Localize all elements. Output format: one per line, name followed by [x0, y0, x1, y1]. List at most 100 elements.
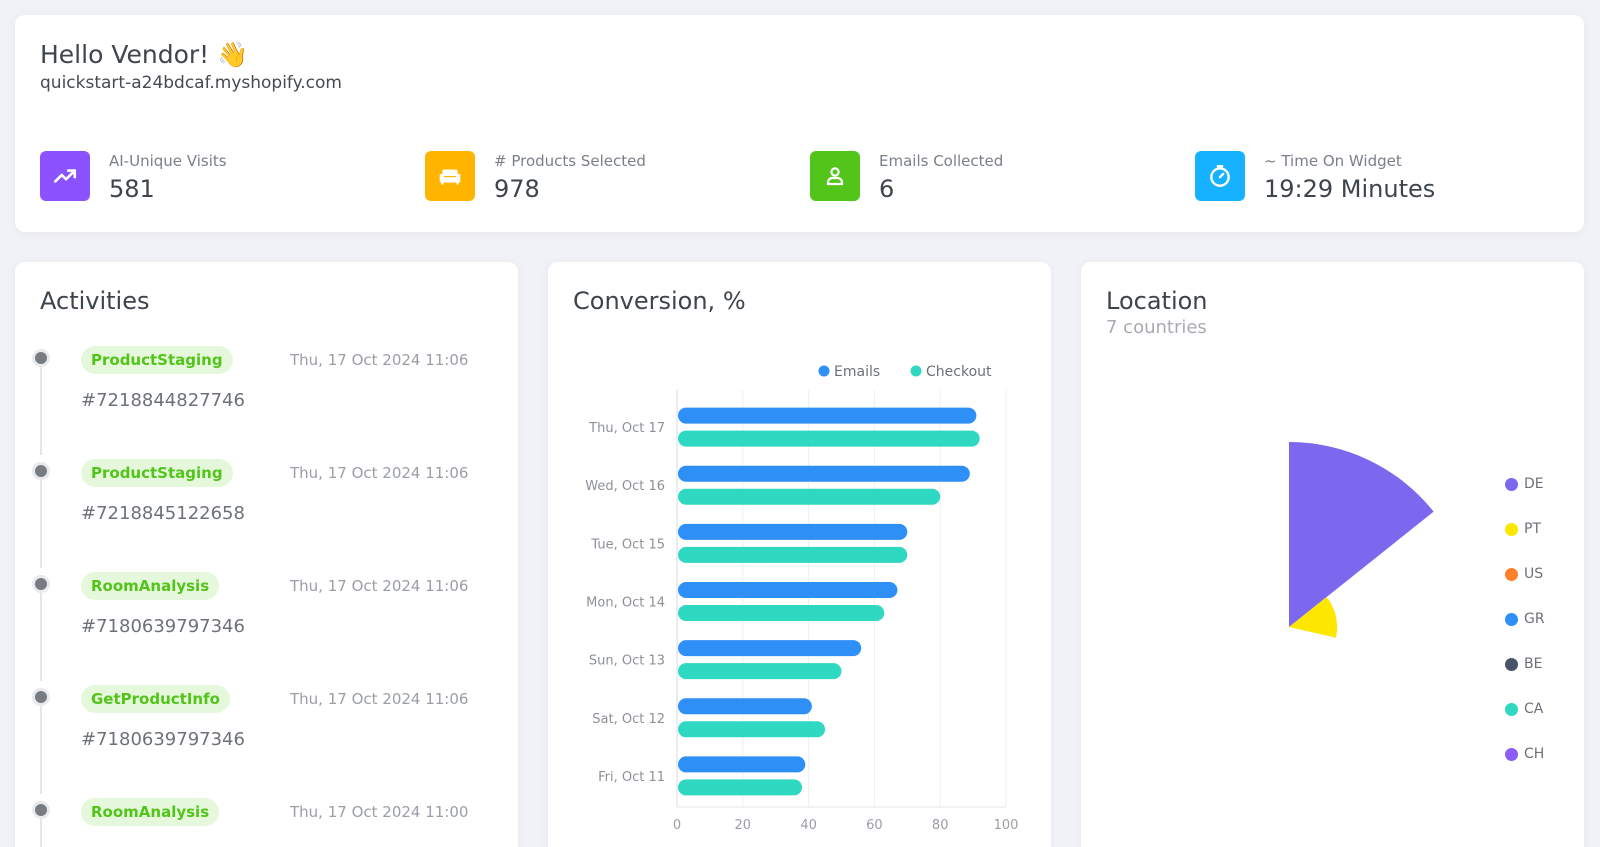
legend-item-ca[interactable]: CA: [1505, 700, 1543, 718]
timeline-line: [40, 585, 42, 681]
bar-emails[interactable]: [678, 698, 812, 715]
legend-label: Emails: [834, 364, 880, 380]
legend-marker: [1505, 612, 1518, 626]
bar-emails[interactable]: [678, 465, 970, 482]
y-tick-label: Sat, Oct 12: [592, 712, 665, 727]
legend-marker: [1505, 522, 1518, 536]
legend-label: PT: [1524, 521, 1541, 537]
conversion-card: Conversion, % 0 20 40 60 80 100 Thu, Oct 17 Wed…: [548, 262, 1051, 847]
legend-item-de[interactable]: DE: [1505, 475, 1544, 493]
legend-label: CA: [1524, 701, 1544, 717]
legend-marker: [910, 365, 922, 377]
timeline-line: [40, 698, 42, 794]
legend-label: DE: [1524, 476, 1544, 492]
bar-checkout[interactable]: [678, 779, 803, 796]
bar-checkout[interactable]: [678, 721, 826, 738]
location-chart: [1289, 442, 1434, 638]
bar-emails[interactable]: [678, 407, 977, 424]
conversion-chart: 0 20 40 60 80 100 Thu, Oct 17 Wed, Oct 16 Tue, O…: [585, 364, 1019, 833]
y-tick-label: Sun, Oct 13: [589, 654, 665, 669]
timeline-line: [40, 472, 42, 568]
x-tick-label: 20: [735, 818, 752, 833]
bar-emails[interactable]: [678, 523, 908, 540]
x-tick-label: 0: [673, 818, 681, 833]
y-tick-label: Thu, Oct 17: [588, 421, 665, 436]
legend-label: Checkout: [926, 364, 992, 380]
y-tick-label: Fri, Oct 11: [598, 770, 665, 785]
activity-id: #7180639797346: [81, 729, 245, 750]
legend-marker: [1505, 747, 1518, 761]
location-card: Location 7 countries DE PT US GR BE CA CH: [1081, 262, 1584, 847]
legend-item-us[interactable]: US: [1505, 565, 1543, 583]
x-tick-label: 80: [932, 818, 949, 833]
legend-label: CH: [1524, 746, 1545, 762]
bar-emails[interactable]: [678, 582, 898, 598]
greeting: Hello Vendor! 👋: [40, 40, 249, 69]
timeline-dot: [32, 801, 50, 819]
shop-domain: quickstart-a24bdcaf.myshopify.com: [40, 73, 342, 93]
timeline-dot: [32, 462, 50, 480]
stat-label: AI-Unique Visits: [109, 152, 227, 170]
legend-item[interactable]: Emails: [818, 364, 881, 380]
legend-marker: [1505, 567, 1518, 581]
location-title: Location: [1106, 287, 1208, 315]
timer-icon: [1195, 151, 1245, 201]
legend-label: US: [1524, 566, 1544, 582]
slice-pt[interactable]: [1289, 597, 1338, 638]
conversion-title: Conversion, %: [573, 287, 746, 315]
x-tick-label: 100: [994, 818, 1019, 833]
stat-label: ~ Time On Widget: [1264, 152, 1402, 170]
bar-checkout[interactable]: [678, 605, 885, 621]
legend-marker: [1505, 657, 1518, 671]
bar-emails[interactable]: [678, 756, 806, 773]
legend-item-gr[interactable]: GR: [1505, 610, 1545, 628]
activity-date: Thu, 17 Oct 2024 11:06: [290, 464, 469, 482]
y-tick-label: Wed, Oct 16: [585, 479, 665, 494]
legend-marker: [1505, 702, 1518, 716]
legend-marker: [1505, 477, 1518, 491]
sofa-icon: [425, 151, 475, 201]
bar-checkout[interactable]: [678, 663, 842, 680]
timeline-dot: [32, 575, 50, 593]
x-tick-label: 40: [800, 818, 817, 833]
trending-up-icon: [40, 151, 90, 201]
stat-label: Emails Collected: [879, 152, 1004, 170]
stat-emails-collected: Emails Collected 6: [810, 151, 1110, 203]
activity-tag: GetProductInfo: [81, 685, 230, 713]
legend-label: BE: [1524, 656, 1543, 672]
stat-time-on-widget: ~ Time On Widget 19:29 Minutes: [1195, 151, 1515, 203]
stat-value: 581: [109, 175, 155, 203]
stat-value: 6: [879, 175, 895, 203]
activity-date: Thu, 17 Oct 2024 11:06: [290, 351, 469, 369]
activity-id: #7218845122658: [81, 503, 245, 524]
slice-de[interactable]: [1289, 442, 1434, 627]
user-icon: [810, 151, 860, 201]
stat-unique-visits: AI-Unique Visits 581: [40, 151, 340, 203]
stat-value: 19:29 Minutes: [1264, 175, 1436, 203]
legend-item[interactable]: Checkout: [910, 364, 993, 380]
bar-checkout[interactable]: [678, 488, 941, 505]
legend-item-pt[interactable]: PT: [1505, 520, 1541, 538]
bar-checkout[interactable]: [678, 546, 908, 563]
stat-label: # Products Selected: [494, 152, 646, 170]
activity-tag: ProductStaging: [81, 459, 233, 487]
activities-card: Activities ProductStaging Thu, 17 Oct 20…: [15, 262, 518, 847]
timeline-dot: [32, 349, 50, 367]
stat-products-selected: # Products Selected 978: [425, 151, 725, 203]
timeline-dot: [32, 688, 50, 706]
activity-id: #7180639797346: [81, 616, 245, 637]
summary-card: Hello Vendor! 👋 quickstart-a24bdcaf.mysh…: [15, 15, 1584, 232]
legend-item-ch[interactable]: CH: [1505, 745, 1544, 763]
legend-marker: [818, 365, 830, 377]
legend-item-be[interactable]: BE: [1505, 655, 1542, 673]
legend-label: GR: [1524, 611, 1545, 627]
bar-checkout[interactable]: [678, 430, 980, 447]
activities-title: Activities: [40, 287, 150, 315]
activity-tag: RoomAnalysis: [81, 798, 220, 826]
activity-date: Thu, 17 Oct 2024 11:00: [290, 803, 469, 821]
activity-id: #7218844827746: [81, 390, 245, 411]
stat-value: 978: [494, 175, 540, 203]
x-tick-label: 60: [866, 818, 883, 833]
activity-tag: ProductStaging: [81, 346, 233, 374]
bar-emails[interactable]: [678, 640, 862, 657]
